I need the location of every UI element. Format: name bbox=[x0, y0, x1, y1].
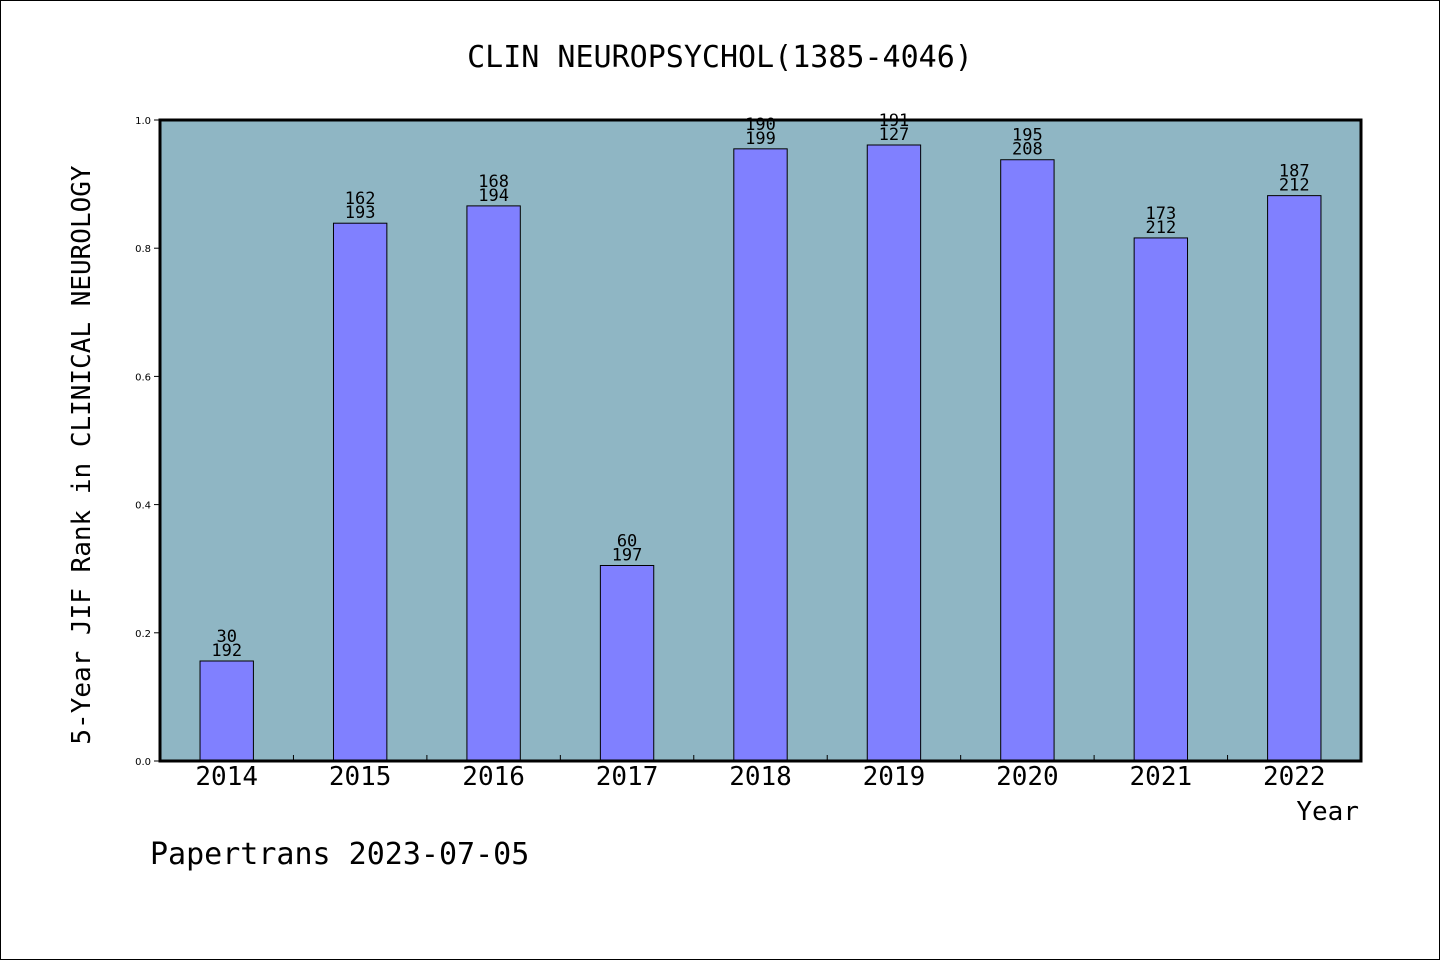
bar-label-total-2015: 193 bbox=[345, 203, 376, 223]
plot-border bbox=[158, 118, 1363, 763]
bar-label-total-2017: 197 bbox=[612, 545, 643, 565]
bar-label-rank-2015: 162 bbox=[345, 189, 376, 209]
x-axis-label: Year bbox=[1296, 797, 1359, 827]
bar-label-rank-2022: 187 bbox=[1279, 162, 1310, 182]
bar-label-rank-2016: 168 bbox=[478, 172, 509, 192]
x-tick-label-2022: 2022 bbox=[1263, 762, 1326, 792]
footer-credit: Papertrans 2023-07-05 bbox=[150, 837, 529, 872]
bar-label-total-2022: 212 bbox=[1279, 176, 1310, 196]
bar-2017 bbox=[599, 564, 655, 762]
x-tick-label-2020: 2020 bbox=[996, 762, 1059, 792]
bar-2014 bbox=[199, 660, 254, 762]
bar-2018 bbox=[733, 148, 788, 762]
bar-label-total-2021: 212 bbox=[1145, 218, 1176, 238]
y-axis: 0.0 0.2 0.4 0.6 0.8 1.0 bbox=[135, 116, 160, 768]
bar-label-total-2016: 194 bbox=[478, 186, 509, 206]
x-tick-label-2016: 2016 bbox=[462, 762, 525, 792]
y-tick-label-0.8: 0.8 bbox=[135, 244, 151, 255]
bar-label-rank-2014: 30 bbox=[216, 627, 236, 647]
bar-label-total-2014: 192 bbox=[211, 641, 242, 661]
x-tick-label-2017: 2017 bbox=[596, 762, 659, 792]
y-tick-label-0.6: 0.6 bbox=[135, 372, 151, 383]
bar-label-rank-2021: 173 bbox=[1145, 204, 1176, 224]
bar-label-total-2018: 199 bbox=[745, 129, 776, 149]
x-tick-label-2021: 2021 bbox=[1130, 762, 1193, 792]
y-tick-label-0.4: 0.4 bbox=[135, 501, 151, 512]
x-tick-label-2019: 2019 bbox=[863, 762, 926, 792]
x-tick-label-2015: 2015 bbox=[329, 762, 392, 792]
bar-2021 bbox=[1133, 237, 1189, 762]
x-tick-label-2014: 2014 bbox=[195, 762, 258, 792]
bar-2016 bbox=[466, 205, 521, 762]
chart-title: CLIN NEUROPSYCHOL(1385-4046) bbox=[467, 40, 973, 75]
x-axis: 2014 2015 2016 2017 2018 2019 2020 2021 2022 bbox=[195, 755, 1326, 792]
bars-layer bbox=[199, 144, 1322, 762]
y-axis-label: 5-Year JIF Rank in CLINICAL NEUROLOGY bbox=[67, 165, 97, 745]
bar-2019 bbox=[866, 144, 922, 762]
bar-label-rank-2017: 60 bbox=[617, 531, 637, 551]
y-tick-label-0.2: 0.2 bbox=[135, 629, 151, 640]
bar-label-total-2019: 127 bbox=[879, 125, 910, 145]
bar-2015 bbox=[332, 222, 388, 762]
bar-2022 bbox=[1267, 195, 1322, 762]
y-tick-label-1.0: 1.0 bbox=[135, 116, 151, 127]
bar-label-total-2020: 208 bbox=[1012, 140, 1043, 160]
bar-label-rank-2020: 195 bbox=[1012, 126, 1043, 146]
x-tick-label-2018: 2018 bbox=[729, 762, 792, 792]
bar-2020 bbox=[1000, 159, 1055, 762]
y-tick-label-0.0: 0.0 bbox=[135, 757, 151, 768]
